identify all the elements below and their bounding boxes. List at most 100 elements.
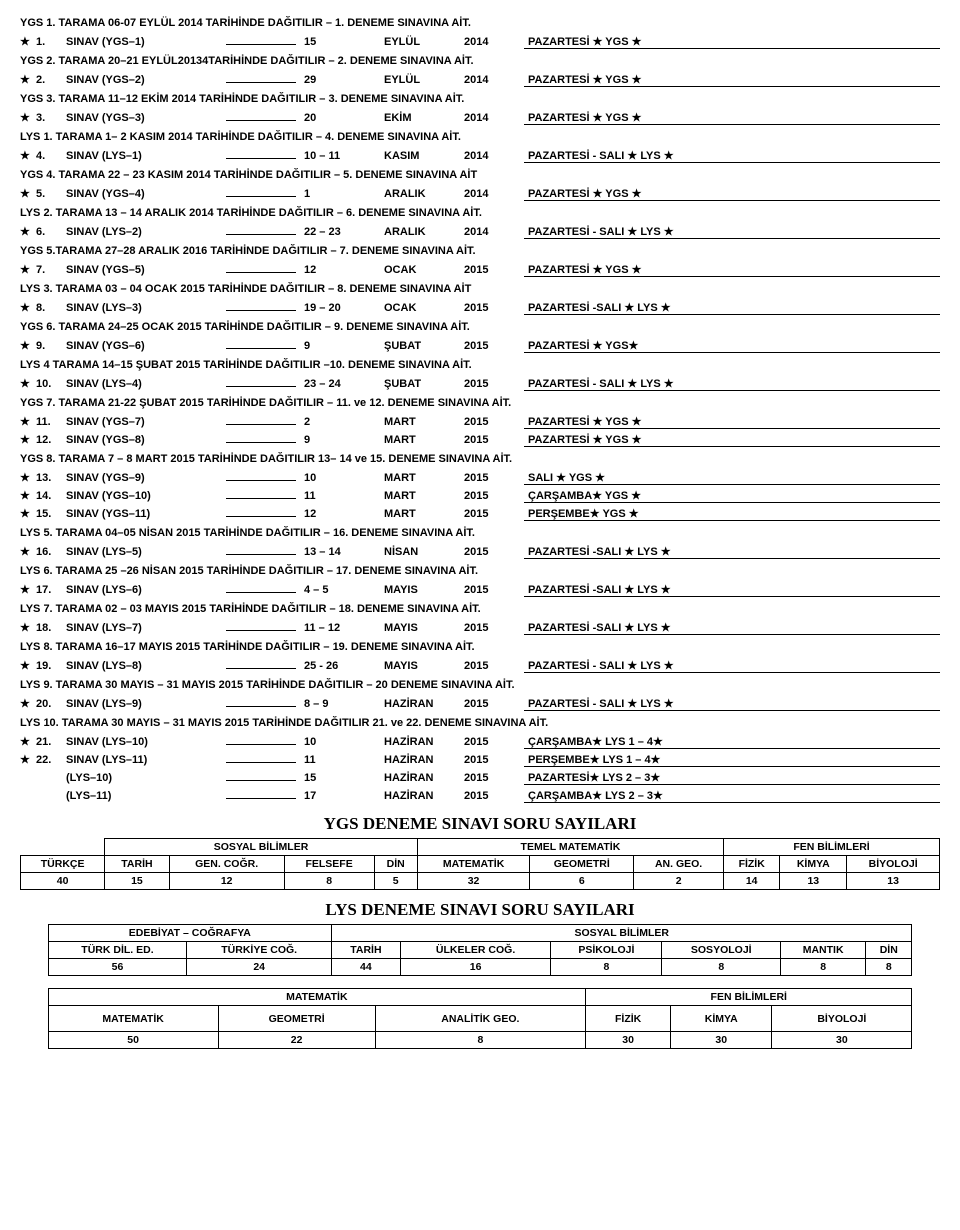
- section-header: YGS 6. TARAMA 24–25 OCAK 2015 TARİHİNDE …: [20, 318, 940, 336]
- column-header: KİMYA: [671, 1006, 772, 1032]
- exam-year: 2014: [464, 112, 524, 124]
- exam-row: ★1.SINAV (YGS–1)15EYLÜL2014PAZARTESİ ★ Y…: [20, 34, 940, 50]
- cell-value: 30: [772, 1032, 912, 1049]
- cell-value: 40: [21, 873, 105, 890]
- cell-value: 14: [724, 873, 780, 890]
- exam-day: PAZARTESİ - SALI ★ LYS ★: [524, 659, 940, 673]
- blank-line: [226, 554, 296, 555]
- star-icon: ★: [20, 507, 36, 520]
- column-header: TARİH: [332, 942, 401, 959]
- section-header: YGS 8. TARAMA 7 – 8 MART 2015 TARİHİNDE …: [20, 450, 940, 468]
- exam-day: PAZARTESİ -SALI ★ LYS ★: [524, 583, 940, 597]
- exam-day: ÇARŞAMBA★ LYS 2 – 3★: [524, 789, 940, 803]
- row-number: 17.: [36, 584, 66, 596]
- exam-schedule: YGS 1. TARAMA 06-07 EYLÜL 2014 TARİHİNDE…: [20, 14, 940, 804]
- exam-month: MART: [384, 416, 464, 428]
- exam-day: PAZARTESİ ★ YGS ★: [524, 111, 940, 125]
- exam-row: ★16.SINAV (LYS–5)13 – 14NİSAN2015PAZARTE…: [20, 544, 940, 560]
- column-header: ÜLKELER COĞ.: [400, 942, 551, 959]
- section-header: YGS 3. TARAMA 11–12 EKİM 2014 TARİHİNDE …: [20, 90, 940, 108]
- exam-day: PAZARTESİ ★ YGS ★: [524, 415, 940, 429]
- section-header: LYS 2. TARAMA 13 – 14 ARALIK 2014 TARİHİ…: [20, 204, 940, 222]
- exam-year: 2014: [464, 226, 524, 238]
- star-icon: ★: [20, 545, 36, 558]
- cell-value: 22: [218, 1032, 375, 1049]
- cell-value: 44: [332, 959, 401, 976]
- exam-name: SINAV (LYS–2): [66, 226, 226, 238]
- cell-value: 32: [417, 873, 530, 890]
- cell-value: 12: [169, 873, 284, 890]
- exam-month: OCAK: [384, 302, 464, 314]
- exam-month: EKİM: [384, 112, 464, 124]
- section-header: YGS 7. TARAMA 21-22 ŞUBAT 2015 TARİHİNDE…: [20, 394, 940, 412]
- blank-line: [226, 498, 296, 499]
- column-header: TARİH: [105, 856, 169, 873]
- exam-month: EYLÜL: [384, 74, 464, 86]
- exam-day: PAZARTESİ ★ YGS ★: [524, 187, 940, 201]
- exam-month: MAYIS: [384, 660, 464, 672]
- cell-value: 6: [530, 873, 634, 890]
- blank-line: [226, 196, 296, 197]
- section-header: YGS 4. TARAMA 22 – 23 KASIM 2014 TARİHİN…: [20, 166, 940, 184]
- row-number: 19.: [36, 660, 66, 672]
- cell-value: 16: [400, 959, 551, 976]
- exam-row: ★9.SINAV (YGS–6)9ŞUBAT2015PAZARTESİ ★ YG…: [20, 338, 940, 354]
- exam-name: SINAV (YGS–5): [66, 264, 226, 276]
- exam-date: 1: [304, 188, 384, 200]
- blank-line: [226, 386, 296, 387]
- exam-date: 22 – 23: [304, 226, 384, 238]
- cell-value: 2: [634, 873, 724, 890]
- exam-row: ★11.SINAV (YGS–7)2MART2015PAZARTESİ ★ YG…: [20, 414, 940, 430]
- column-header: TÜRK DİL. ED.: [48, 942, 187, 959]
- column-header: GEN. COĞR.: [169, 856, 284, 873]
- exam-row: ★12.SINAV (YGS–8)9MART2015PAZARTESİ ★ YG…: [20, 432, 940, 448]
- exam-day: PAZARTESİ ★ YGS ★: [524, 263, 940, 277]
- column-header: BİYOLOJİ: [772, 1006, 912, 1032]
- exam-day: PAZARTESİ ★ YGS ★: [524, 35, 940, 49]
- exam-name: SINAV (YGS–7): [66, 416, 226, 428]
- section-header: LYS 10. TARAMA 30 MAYIS – 31 MAYIS 2015 …: [20, 714, 940, 732]
- exam-row: ★10.SINAV (LYS–4)23 – 24ŞUBAT2015PAZARTE…: [20, 376, 940, 392]
- cell-value: 24: [187, 959, 332, 976]
- exam-date: 12: [304, 508, 384, 520]
- star-icon: ★: [20, 697, 36, 710]
- group-header: FEN BİLİMLERİ: [724, 839, 940, 856]
- exam-name: SINAV (LYS–8): [66, 660, 226, 672]
- exam-month: HAZİRAN: [384, 790, 464, 802]
- exam-day: PAZARTESİ★ LYS 2 – 3★: [524, 771, 940, 785]
- exam-month: MART: [384, 434, 464, 446]
- exam-month: HAZİRAN: [384, 698, 464, 710]
- exam-row: ★6.SINAV (LYS–2)22 – 23ARALIK2014PAZARTE…: [20, 224, 940, 240]
- exam-name: SINAV (LYS–5): [66, 546, 226, 558]
- column-header: GEOMETRİ: [530, 856, 634, 873]
- exam-year: 2015: [464, 698, 524, 710]
- column-header: GEOMETRİ: [218, 1006, 375, 1032]
- column-header: SOSYOLOJİ: [662, 942, 781, 959]
- blank-line: [226, 744, 296, 745]
- exam-year: 2015: [464, 434, 524, 446]
- exam-name: SINAV (YGS–11): [66, 508, 226, 520]
- column-header: MANTIK: [781, 942, 866, 959]
- row-number: 2.: [36, 74, 66, 86]
- star-icon: ★: [20, 753, 36, 766]
- exam-date: 20: [304, 112, 384, 124]
- exam-year: 2015: [464, 490, 524, 502]
- exam-year: 2015: [464, 736, 524, 748]
- exam-year: 2015: [464, 508, 524, 520]
- exam-date: 29: [304, 74, 384, 86]
- exam-row: ★2.SINAV (YGS–2)29EYLÜL2014PAZARTESİ ★ Y…: [20, 72, 940, 88]
- column-header: MATEMATİK: [417, 856, 530, 873]
- blank-line: [226, 442, 296, 443]
- group-header: EDEBİYAT – COĞRAFYA: [48, 925, 331, 942]
- exam-row: ★13.SINAV (YGS–9)10MART2015SALI ★ YGS ★: [20, 470, 940, 486]
- section-header: LYS 8. TARAMA 16–17 MAYIS 2015 TARİHİNDE…: [20, 638, 940, 656]
- exam-date: 4 – 5: [304, 584, 384, 596]
- exam-date: 11: [304, 754, 384, 766]
- exam-name: SINAV (YGS–6): [66, 340, 226, 352]
- exam-name: SINAV (LYS–3): [66, 302, 226, 314]
- section-header: LYS 9. TARAMA 30 MAYIS – 31 MAYIS 2015 T…: [20, 676, 940, 694]
- exam-row: ★14.SINAV (YGS–10)11MART2015ÇARŞAMBA★ YG…: [20, 488, 940, 504]
- lys-title: LYS DENEME SINAVI SORU SAYILARI: [20, 900, 940, 920]
- exam-day: PAZARTESİ -SALI ★ LYS ★: [524, 621, 940, 635]
- exam-date: 10 – 11: [304, 150, 384, 162]
